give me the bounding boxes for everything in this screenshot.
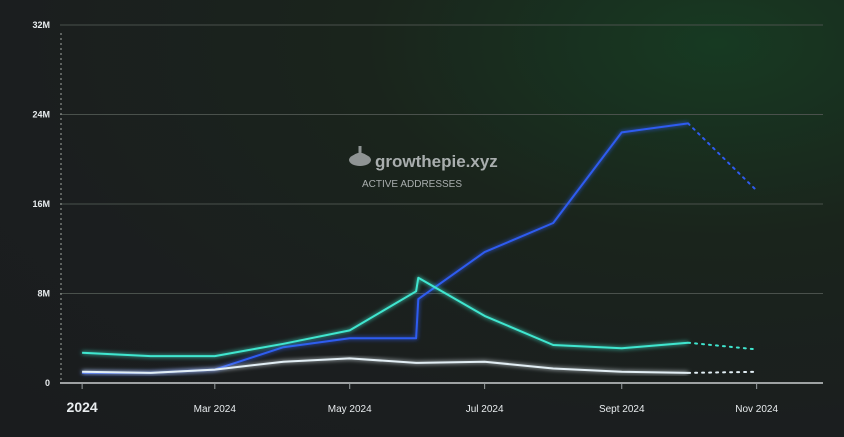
series-projection-2 (687, 341, 758, 351)
gridlines (60, 24, 823, 294)
y-tick-label: 32M (32, 20, 50, 30)
axes (60, 33, 823, 389)
y-tick-label: 16M (32, 199, 50, 209)
x-tick-label: 2024 (67, 399, 98, 415)
watermark-metric: ACTIVE ADDRESSES (362, 179, 462, 190)
x-tick-label: Nov 2024 (735, 404, 778, 415)
y-tick-label: 0 (45, 378, 50, 388)
series-projection-3 (687, 370, 758, 374)
watermark-brand: growthepie.xyz (375, 152, 498, 171)
watermark: growthepie.xyz ACTIVE ADDRESSES (349, 146, 498, 190)
x-tick-label: Mar 2024 (194, 404, 237, 415)
pie-logo-icon (349, 146, 371, 166)
x-tick-labels: 2024 Mar 2024 May 2024 Jul 2024 Sept 2024 Nov… (67, 399, 779, 415)
series-line-2 (82, 276, 689, 358)
series-lines (82, 122, 758, 374)
series-line-3 (82, 357, 689, 374)
x-tick-label: May 2024 (328, 404, 372, 415)
y-tick-label: 24M (32, 110, 50, 120)
x-tick-label: Sept 2024 (599, 404, 645, 415)
y-tick-label: 8M (37, 289, 50, 299)
x-tick-label: Jul 2024 (466, 404, 504, 415)
series-projection-1 (687, 122, 758, 192)
y-tick-labels: 0 8M 16M 24M 32M (32, 20, 50, 388)
